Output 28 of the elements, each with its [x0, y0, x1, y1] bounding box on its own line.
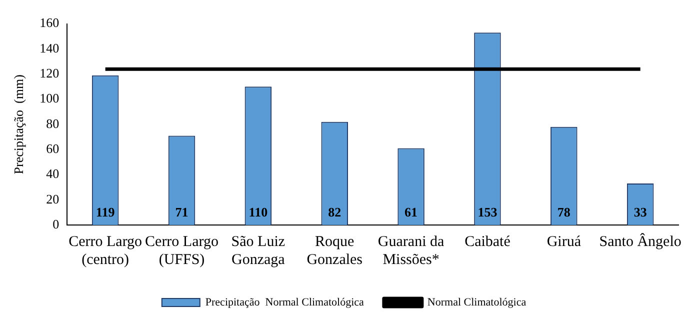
- data-label: 119: [96, 204, 116, 220]
- y-axis-title: Precipitação (mm): [11, 74, 26, 174]
- y-tick-label: 20: [46, 191, 60, 206]
- x-tick-label: Guarani da Missões*: [378, 234, 444, 268]
- data-label: 61: [404, 204, 418, 220]
- data-label: 33: [634, 204, 648, 220]
- y-tick-label: 160: [40, 15, 60, 30]
- y-tick-label: 0: [52, 216, 60, 232]
- y-tick-label: 140: [40, 40, 60, 56]
- x-tick-label: Caibaté: [464, 234, 511, 250]
- data-label: 82: [328, 204, 342, 220]
- legend-label: Normal Climatológica: [427, 296, 526, 308]
- y-tick-label: 80: [46, 116, 60, 131]
- x-tick-label: Cerro Largo (UFFS): [145, 234, 218, 268]
- data-label: 110: [248, 204, 268, 220]
- x-tick-label: São Luiz Gonzaga: [231, 234, 286, 268]
- y-tick-label: 40: [46, 166, 60, 182]
- x-tick-label: Cerro Largo (centro): [68, 234, 142, 268]
- x-tick-label: Roque Gonzales: [306, 234, 363, 268]
- y-tick-label: 60: [46, 140, 60, 156]
- y-tick-label: 120: [40, 66, 60, 81]
- data-label: 78: [557, 204, 571, 220]
- x-tick-label: Santo Ângelo: [599, 232, 682, 250]
- legend-label: Precipitação Normal Climatológica: [205, 296, 364, 308]
- x-tick-label: Giruá: [546, 234, 582, 250]
- y-tick-label: 100: [40, 90, 60, 106]
- data-label: 71: [175, 204, 188, 220]
- data-label: 153: [478, 204, 498, 220]
